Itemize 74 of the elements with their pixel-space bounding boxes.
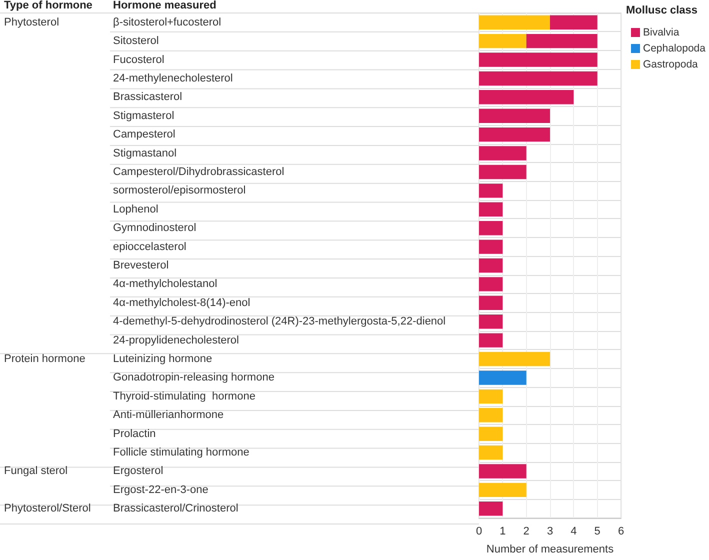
bar <box>479 464 526 478</box>
y-tick-label: Stigmasterol <box>113 110 174 122</box>
bar <box>479 108 550 123</box>
text: Type of hormone <box>4 0 92 12</box>
bar <box>479 296 503 310</box>
bar <box>550 15 598 30</box>
y-tick-label: Ergosterol <box>113 465 164 478</box>
bar <box>479 71 598 86</box>
y-tick-label: Brassicasterol <box>113 91 182 104</box>
legend-label: Gastropoda <box>643 58 698 70</box>
x-tick-label: 0 <box>476 526 482 538</box>
y-tick-label: Fucosterol <box>113 54 164 66</box>
y-tick-label: Stigmastanol <box>113 147 177 160</box>
bar <box>479 52 598 67</box>
bar <box>479 445 503 460</box>
bar <box>479 184 503 198</box>
bar <box>479 220 503 236</box>
y-tick-label: Anti-müllerianhormone <box>113 409 224 422</box>
y-tick-label: Luteinizing hormone <box>113 353 212 366</box>
bar <box>479 352 550 366</box>
y-tick-label: 4-demethyl-5-dehydrodinosterol (24R)-23-methylergosta-5,22-dienol <box>113 316 446 328</box>
y-tick-label: Ergost-22-en-3-one <box>113 484 208 496</box>
x-tick-label: 6 <box>618 526 624 538</box>
bar <box>479 426 503 441</box>
y2-tick-label: Phytosterol/Sterol <box>4 502 91 515</box>
bar <box>479 502 503 516</box>
bar <box>479 333 503 348</box>
bar <box>479 202 503 216</box>
y-tick-label: Campesterol/Dihydrobrassicasterol <box>113 166 284 178</box>
bar <box>479 314 503 329</box>
legend-label: Cephalopoda <box>643 42 706 54</box>
bar <box>479 90 574 104</box>
y-tick-label: 4α-methylcholestanol <box>113 278 218 290</box>
bar <box>479 482 526 498</box>
bar <box>479 408 503 422</box>
y-tick-label: 24-propylidenecholesterol <box>113 334 239 346</box>
y-tick-label: sormosterol/episormosterol <box>113 184 246 197</box>
y2-tick-label: Phytosterol <box>4 16 60 28</box>
legend-title: Mollusc class <box>626 4 698 16</box>
x-axis-title: Number of measurements <box>486 544 614 556</box>
y-tick-label: Gonadotropin-releasing hormone <box>113 372 274 384</box>
y-tick-label: Campesterol <box>113 128 176 141</box>
y-axis-title: Hormone measured <box>113 0 216 12</box>
x-tick-label: 4 <box>570 526 577 538</box>
bar <box>479 164 526 180</box>
bar <box>479 389 503 404</box>
y-tick-label: Follicle stimulating hormone <box>113 446 250 459</box>
bar <box>479 240 503 254</box>
y-tick-label: β-sitosterol+fucosterol <box>113 16 222 28</box>
y2-tick-label: Protein hormone <box>4 353 86 366</box>
y2-tick-label: Fungal sterol <box>4 465 68 478</box>
y-tick-label: Sitosterol <box>113 35 159 48</box>
bar <box>479 258 503 273</box>
bar <box>479 146 526 160</box>
y-tick-label: 4α-methylcholest-8(14)-enol <box>113 296 250 309</box>
y-tick-label: Brevesterol <box>113 260 169 272</box>
bar <box>479 370 526 385</box>
x-tick-label: 5 <box>594 526 600 538</box>
y-tick-label: epioccelasterol <box>113 240 186 253</box>
x-tick-label: 3 <box>546 526 554 538</box>
bar <box>479 277 503 292</box>
bar <box>479 127 550 142</box>
x-tick-label: 1 <box>500 526 506 538</box>
legend-label: Bivalvia <box>643 26 680 38</box>
y-tick-label: 24-methylenecholesterol <box>113 72 233 84</box>
y-tick-label: Lophenol <box>113 203 158 216</box>
bar <box>526 34 598 48</box>
bar <box>479 34 526 48</box>
y-tick-label: Thyroid-stimulating hormone <box>113 390 256 402</box>
y-tick-label: Gymnodinosterol <box>113 222 196 234</box>
y-tick-label: Prolactin <box>113 428 156 440</box>
x-tick-label: 2 <box>523 526 530 538</box>
bar <box>479 15 550 30</box>
y-tick-label: Brassicasterol/Crinosterol <box>113 502 238 515</box>
